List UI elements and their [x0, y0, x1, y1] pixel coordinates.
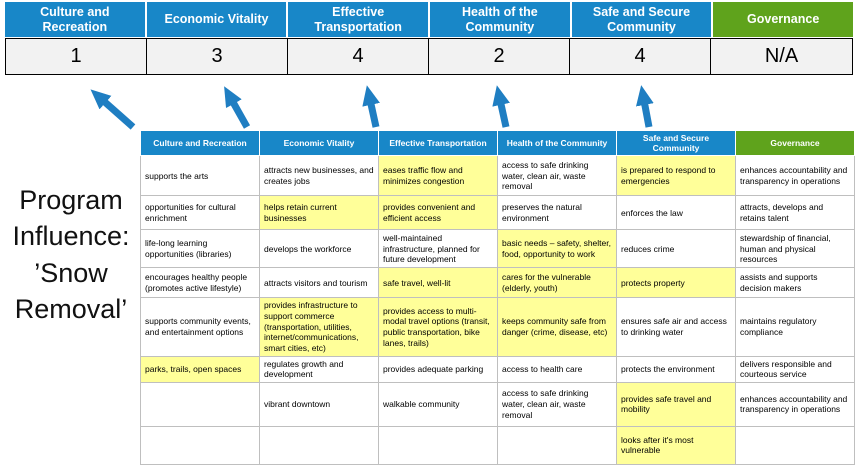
matrix-cell: well-maintained infrastructure, planned … [378, 229, 498, 269]
matrix-cell: keeps community safe from danger (crime,… [497, 297, 617, 357]
pillar-header-governance: Governance [713, 2, 853, 37]
matrix-cell: reduces crime [616, 229, 736, 269]
matrix-cell: safe travel, well-lit [378, 267, 498, 299]
matrix-cell: encourages healthy people (promotes acti… [140, 267, 260, 299]
matrix-cell: regulates growth and development [259, 355, 379, 383]
matrix-row: supports the arts attracts new businesses… [140, 155, 855, 197]
matrix-cell-empty [497, 425, 617, 465]
matrix-cell: maintains regulatory compliance [735, 297, 855, 357]
matrix-cell: enforces the law [616, 195, 736, 231]
pillar-score-effective-transportation: 4 [288, 39, 429, 74]
pillar-score-culture-and-recreation: 1 [6, 39, 147, 74]
matrix-row: looks after it's most vulnerable [140, 425, 855, 465]
matrix-cell: walkable community [378, 381, 498, 427]
matrix-header-governance: Governance [735, 129, 855, 157]
matrix-header-effective-transportation: Effective Transportation [378, 129, 498, 157]
matrix-cell: eases traffic flow and minimizes congest… [378, 155, 498, 197]
matrix-row: opportunities for cultural enrichment hel… [140, 195, 855, 231]
matrix-cell: attracts visitors and tourism [259, 267, 379, 299]
matrix-cell: attracts, develops and retains talent [735, 195, 855, 231]
matrix-cell: is prepared to respond to emergencies [616, 155, 736, 197]
influence-arrow [224, 86, 251, 129]
matrix-header-health-of-the-community: Health of the Community [497, 129, 617, 157]
matrix-cell-empty [259, 425, 379, 465]
matrix-cell: vibrant downtown [259, 381, 379, 427]
pillar-header-culture-and-recreation: Culture and Recreation [5, 2, 145, 37]
pillar-score-block: Culture and Recreation Economic Vitality E… [5, 2, 853, 75]
program-influence-label: Program Influence: ’Snow Removal’ [12, 185, 130, 325]
matrix-row: vibrant downtown walkable community access… [140, 381, 855, 427]
matrix-cell: parks, trails, open spaces [140, 355, 260, 383]
matrix-cell: provides access to multi-modal travel op… [378, 297, 498, 357]
matrix-row: life-long learning opportunities (librar… [140, 229, 855, 269]
matrix-header-safe-and-secure-community: Safe and Secure Community [616, 129, 736, 157]
matrix-cell: develops the workforce [259, 229, 379, 269]
matrix-cell: access to safe drinking water, clean air… [497, 155, 617, 197]
matrix-cell: stewardship of financial, human and phys… [735, 229, 855, 269]
matrix-cell: ensures safe air and access to drinking … [616, 297, 736, 357]
matrix-cell: attracts new businesses, and creates job… [259, 155, 379, 197]
pillar-score-safe-and-secure-community: 4 [570, 39, 711, 74]
pillar-header-health-of-the-community: Health of the Community [430, 2, 570, 37]
matrix-cell: helps retain current businesses [259, 195, 379, 231]
matrix-cell: access to safe drinking water, clean air… [497, 381, 617, 427]
influence-matrix: Culture and Recreation Economic Vitality E… [140, 129, 855, 465]
matrix-header-economic-vitality: Economic Vitality [259, 129, 379, 157]
influence-arrow [362, 85, 380, 128]
matrix-cell-empty [140, 381, 260, 427]
matrix-cell: provides safe travel and mobility [616, 381, 736, 427]
matrix-row: supports community events, and entertain… [140, 297, 855, 357]
matrix-cell-empty [735, 425, 855, 465]
matrix-row: parks, trails, open spaces regulates grow… [140, 355, 855, 383]
matrix-cell: life-long learning opportunities (librar… [140, 229, 260, 269]
matrix-cell: provides convenient and efficient access [378, 195, 498, 231]
matrix-cell: assists and supports decision makers [735, 267, 855, 299]
influence-arrow [492, 85, 510, 128]
matrix-cell-empty [378, 425, 498, 465]
matrix-cell: preserves the natural environment [497, 195, 617, 231]
matrix-cell: protects property [616, 267, 736, 299]
pillar-score-health-of-the-community: 2 [429, 39, 570, 74]
pillar-header-safe-and-secure-community: Safe and Secure Community [571, 2, 712, 37]
pillar-header-economic-vitality: Economic Vitality [146, 2, 287, 37]
influence-arrow [635, 85, 654, 128]
matrix-cell: delivers responsible and courteous servi… [735, 355, 855, 383]
matrix-row: encourages healthy people (promotes acti… [140, 267, 855, 299]
pillar-score-governance: N/A [764, 45, 799, 67]
matrix-cell-empty [140, 425, 260, 465]
matrix-cell: basic needs – safety, shelter, food, opp… [497, 229, 617, 269]
matrix-cell: enhances accountability and transparency… [735, 381, 855, 427]
matrix-cell: supports the arts [140, 155, 260, 197]
matrix-cell: opportunities for cultural enrichment [140, 195, 260, 231]
matrix-cell: enhances accountability and transparency… [735, 155, 855, 197]
matrix-cell: access to health care [497, 355, 617, 383]
pillar-score-economic-vitality: 3 [147, 39, 288, 74]
pillar-header-row: Culture and Recreation Economic Vitality E… [5, 2, 853, 37]
matrix-cell: looks after it's most vulnerable [616, 425, 736, 465]
matrix-header-culture-and-recreation: Culture and Recreation [140, 129, 260, 157]
pillar-header-effective-transportation: Effective Transportation [288, 2, 428, 37]
matrix-cell: provides infrastructure to support comme… [259, 297, 379, 357]
matrix-cell: provides adequate parking [378, 355, 498, 383]
matrix-cell: cares for the vulnerable (elderly, youth… [497, 267, 617, 299]
influence-arrow [90, 89, 136, 130]
pillar-score-row: 1 3 4 2 4 N/A [5, 38, 853, 75]
matrix-cell: supports community events, and entertain… [140, 297, 260, 357]
matrix-cell: protects the environment [616, 355, 736, 383]
